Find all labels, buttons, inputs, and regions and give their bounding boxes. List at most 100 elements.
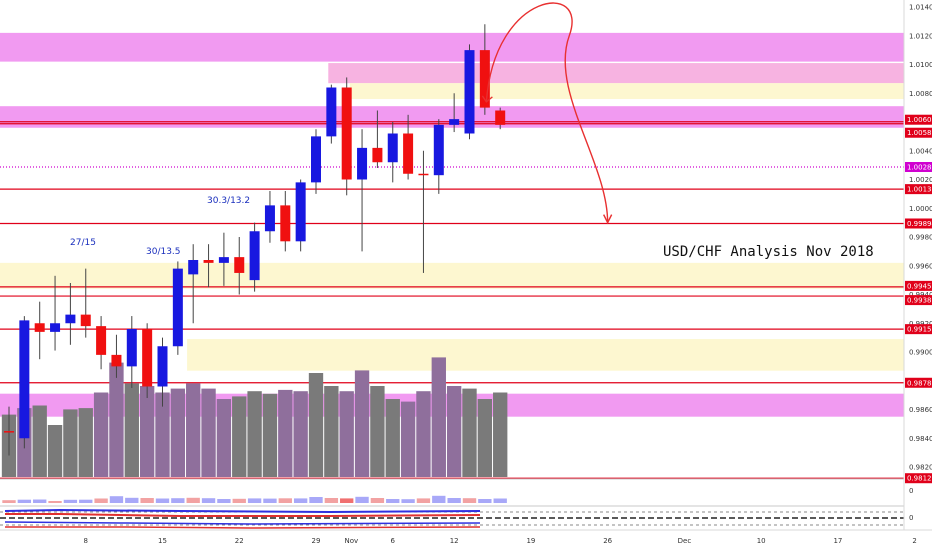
candle-body	[418, 173, 429, 176]
forecast-arrowhead-end	[603, 214, 613, 225]
volume-bar	[278, 389, 293, 477]
candle-body	[495, 110, 506, 125]
candle-body	[479, 50, 490, 108]
indicator-bar	[33, 499, 47, 503]
time-tick-label: 6	[391, 537, 396, 545]
indicator-bar	[478, 499, 492, 503]
zone-4	[0, 262, 904, 289]
volume-bar	[446, 386, 462, 477]
time-tick-label: 15	[158, 537, 167, 545]
candle-body	[449, 119, 460, 125]
indicator-blue-line	[4, 521, 481, 525]
indicator-red-line	[5, 513, 481, 517]
indicator-bar	[324, 498, 339, 503]
level-price-tag-text: 0.99894	[907, 220, 932, 228]
volume-bar	[324, 386, 339, 477]
level-price-tag	[905, 114, 932, 125]
indicator-bar	[401, 499, 415, 503]
indicator-bar	[370, 498, 385, 503]
price-axis: 1.014001.012001.010001.008001.006001.004…	[909, 4, 932, 523]
candle-body	[157, 346, 168, 387]
volume-bar	[431, 357, 446, 477]
annotation-30-13-5: 30/13.5	[146, 247, 181, 257]
candle-body	[203, 260, 214, 263]
candle-body	[19, 320, 30, 439]
indicator-bar	[493, 498, 507, 503]
volume-bar	[93, 392, 109, 477]
annotation-27-15: 27/15	[70, 238, 96, 248]
candle-body	[433, 124, 444, 176]
candle-body	[142, 329, 153, 387]
volume-bar	[400, 401, 416, 477]
chart-title: USD/CHF Analysis Nov 2018	[663, 244, 874, 260]
zone-1	[328, 63, 904, 84]
indicator-bar	[432, 495, 446, 503]
time-tick-label: 29	[312, 537, 321, 545]
indicator-bar	[140, 498, 154, 503]
indicator-bar	[247, 498, 262, 503]
time-tick-label: 22	[235, 537, 244, 545]
volume-bar	[416, 391, 431, 477]
time-tick-label: 26	[603, 537, 612, 545]
time-tick-label: 2	[912, 537, 916, 545]
indicator-bar	[355, 496, 369, 503]
candle-body	[172, 268, 183, 347]
indicator-bar	[155, 498, 170, 503]
time-tick-label: 17	[833, 537, 842, 545]
forecast-arrowhead-start	[481, 95, 493, 103]
volume-bar	[477, 399, 493, 477]
pane-scale-label: 0	[909, 514, 913, 522]
level-price-tag-text: 0.99453	[907, 282, 932, 290]
time-tick-label: 19	[526, 537, 535, 545]
volume-histogram	[1, 357, 508, 477]
candle-body	[311, 136, 321, 183]
volume-bar	[124, 383, 139, 477]
candle-body	[80, 314, 91, 327]
indicator-bar	[17, 499, 32, 503]
time-tick-label: 10	[757, 537, 766, 545]
volume-bar	[201, 388, 216, 477]
candle-body	[341, 87, 352, 180]
indicator-bar	[2, 500, 16, 503]
time-tick-label: 8	[84, 537, 88, 545]
candle-body	[403, 133, 414, 174]
time-tick-label: 12	[450, 537, 459, 545]
indicator-blue-line	[4, 508, 481, 514]
indicator-bar	[48, 501, 62, 503]
zone-5	[187, 339, 904, 371]
indicator-bar	[186, 497, 200, 503]
horizontal-levels	[0, 121, 904, 479]
price-tick-label: 1.00800	[909, 90, 932, 98]
level-price-tag	[905, 295, 932, 306]
volume-bar	[232, 396, 247, 477]
candle-body	[234, 257, 245, 273]
lower-indicator-panes	[0, 478, 904, 529]
time-tick-label: Dec	[678, 537, 692, 545]
indicator-bar	[79, 499, 93, 503]
price-tick-label: 1.01400	[909, 4, 932, 12]
indicator-bar	[109, 496, 124, 503]
indicator-bar	[386, 499, 400, 503]
indicator-bar	[447, 498, 461, 503]
candle-body	[34, 323, 45, 332]
volume-bar	[47, 425, 63, 477]
candle-body	[249, 231, 260, 281]
indicator-bar	[309, 497, 323, 503]
level-price-tag	[905, 280, 932, 291]
forecast-arrow	[481, 2, 613, 225]
level-price-tag-text: 1.00133	[907, 186, 932, 194]
volume-bar	[370, 386, 385, 477]
price-tick-label: 1.00200	[909, 176, 932, 184]
indicator-bar	[340, 498, 354, 503]
price-tick-label: 1.01200	[909, 32, 932, 40]
volume-bar	[339, 391, 354, 477]
candle-body	[50, 323, 61, 332]
volume-bar	[354, 370, 370, 477]
